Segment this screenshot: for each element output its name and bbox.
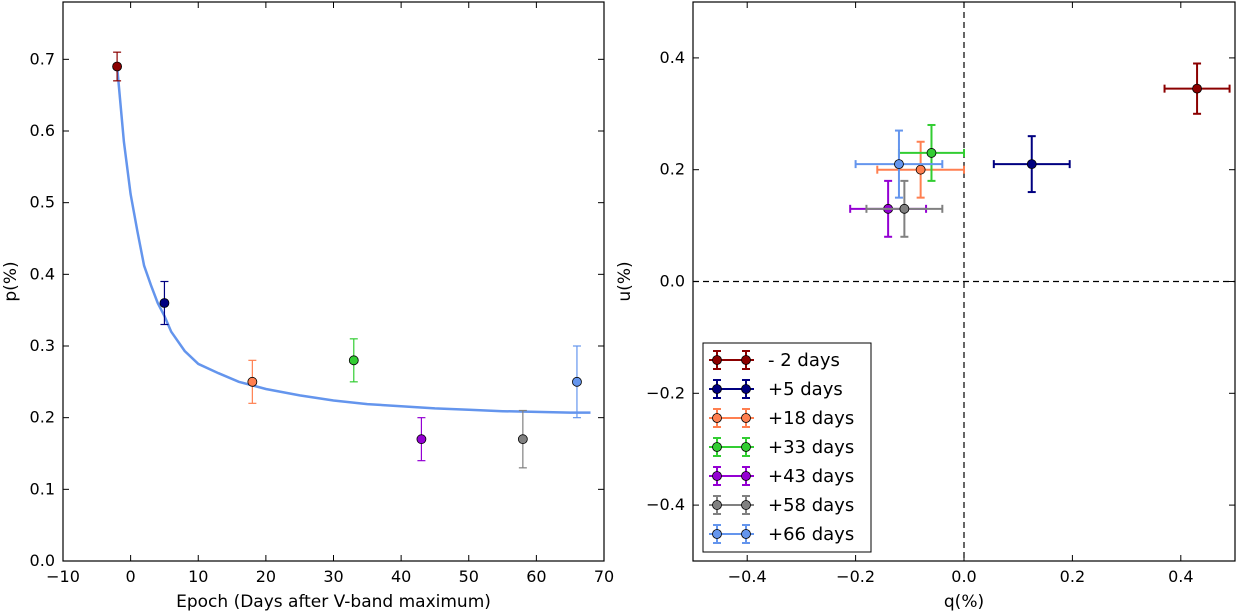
q-u-plane-plot: −0.4 −0.2 0.0 0.2 0.4−0.4−0.20.00.20.4 q(%) … xyxy=(615,1,1236,612)
legend-label: - 2 days xyxy=(768,350,840,371)
right-plot-frame xyxy=(692,1,1236,562)
marker xyxy=(1192,83,1202,94)
data-point-3 xyxy=(348,338,359,383)
qu-point-1 xyxy=(992,135,1071,194)
legend-marker xyxy=(741,471,751,481)
data-point-0 xyxy=(112,51,122,82)
y-tick-label: 0.4 xyxy=(30,264,55,283)
legend-marker xyxy=(712,384,722,394)
legend-marker xyxy=(712,355,722,365)
right-data-points xyxy=(849,62,1231,238)
y-tick-label: 0.7 xyxy=(30,49,55,68)
y-tick-label: 0.4 xyxy=(660,48,685,67)
marker xyxy=(899,203,910,214)
x-tick-label: 60 xyxy=(526,567,546,586)
marker xyxy=(572,376,582,387)
y-tick-label: 0.1 xyxy=(30,479,55,498)
right-axis-ticks: −0.4 −0.2 0.0 0.2 0.4 −0.4 −0.2 0.0 0.2 0.4 xyxy=(646,2,1235,586)
left-x-axis-title: Epoch (Days after V-band maximum) xyxy=(176,592,491,612)
qu-point-3 xyxy=(897,123,965,182)
x-tick-label: −0.4 xyxy=(728,567,767,586)
legend-marker xyxy=(741,384,751,394)
fit-curve-layer xyxy=(115,66,591,414)
marker xyxy=(247,376,258,387)
legend-marker xyxy=(712,500,722,510)
marker xyxy=(915,164,926,175)
legend-entry-0: - 2 days xyxy=(709,350,840,371)
data-point-2 xyxy=(247,359,258,404)
left-y-axis-title: p(%) xyxy=(1,261,21,301)
marker xyxy=(112,61,122,72)
legend-marker xyxy=(741,442,751,452)
qu-point-6 xyxy=(854,129,944,199)
legend-marker xyxy=(712,442,722,452)
y-tick-label: 0.5 xyxy=(30,193,55,212)
y-tick-label: 0.3 xyxy=(30,336,55,355)
polarization-vs-epoch-plot: −10 0 10 20 30 40 50 60 70 0.0 0.1 0.2 0.3 0.4 0.5 0.6 0… xyxy=(1,1,614,612)
left-data-points xyxy=(112,51,582,469)
legend-label: +33 days xyxy=(768,437,854,458)
data-point-4 xyxy=(416,417,427,462)
legend-marker xyxy=(741,355,751,365)
legend-marker xyxy=(741,413,751,423)
legend-marker xyxy=(712,471,722,481)
left-axis-ticks: −10 0 10 20 30 40 50 60 70 0.0 0.1 0.2 0.3 0.4 0.5 0.6 0… xyxy=(30,2,614,586)
qu-point-0 xyxy=(1163,62,1231,115)
qu-point-2 xyxy=(876,140,965,199)
x-tick-label: 0.2 xyxy=(1060,567,1085,586)
x-tick-label: 0.0 xyxy=(951,567,976,586)
y-tick-label: −0.4 xyxy=(646,495,685,514)
y-tick-label: −0.2 xyxy=(646,383,685,402)
legend-entry-1: +5 days xyxy=(709,379,843,400)
legend-marker xyxy=(712,413,722,423)
y-tick-label: 0.0 xyxy=(30,551,55,570)
legend-label: +5 days xyxy=(768,379,843,400)
marker xyxy=(416,434,427,445)
x-tick-label: 40 xyxy=(391,567,411,586)
legend-entry-6: +66 days xyxy=(709,524,854,545)
x-tick-label: 50 xyxy=(459,567,479,586)
marker xyxy=(517,434,528,445)
marker xyxy=(1026,159,1037,170)
reference-lines xyxy=(693,2,1235,561)
legend-marker xyxy=(741,500,751,510)
data-point-5 xyxy=(517,409,528,469)
marker xyxy=(926,148,937,158)
left-plot-frame xyxy=(62,1,605,562)
legend-label: +58 days xyxy=(768,495,854,516)
y-tick-label: 0.6 xyxy=(30,121,55,140)
legend: - 2 days +5 days +18 days +33 days +43 days +… xyxy=(702,342,872,553)
x-tick-label: 0 xyxy=(126,567,136,586)
x-tick-label: −0.2 xyxy=(836,567,875,586)
legend-label: +18 days xyxy=(768,408,854,429)
right-x-axis-title: q(%) xyxy=(944,592,984,612)
qu-point-5 xyxy=(865,179,944,238)
legend-entry-5: +58 days xyxy=(709,495,854,516)
legend-label: +43 days xyxy=(768,466,854,487)
marker xyxy=(348,355,359,366)
legend-label: +66 days xyxy=(768,524,854,545)
marker xyxy=(894,159,904,170)
legend-entry-4: +43 days xyxy=(709,466,854,487)
data-point-6 xyxy=(572,345,582,419)
x-tick-label: 30 xyxy=(323,567,343,586)
x-tick-label: 70 xyxy=(594,567,614,586)
fit-curve xyxy=(115,66,591,414)
marker xyxy=(159,298,170,308)
y-tick-label: 0.0 xyxy=(660,272,685,291)
x-tick-label: 20 xyxy=(256,567,276,586)
legend-marker xyxy=(712,529,722,539)
data-point-1 xyxy=(159,280,170,326)
x-tick-label: −10 xyxy=(46,567,80,586)
x-tick-label: 10 xyxy=(188,567,208,586)
x-tick-label: 0.4 xyxy=(1168,567,1193,586)
legend-entry-3: +33 days xyxy=(709,437,854,458)
y-tick-label: 0.2 xyxy=(30,408,55,427)
y-tick-label: 0.2 xyxy=(660,160,685,179)
legend-entry-2: +18 days xyxy=(709,408,854,429)
right-y-axis-title: u(%) xyxy=(615,261,635,301)
legend-marker xyxy=(741,529,751,539)
